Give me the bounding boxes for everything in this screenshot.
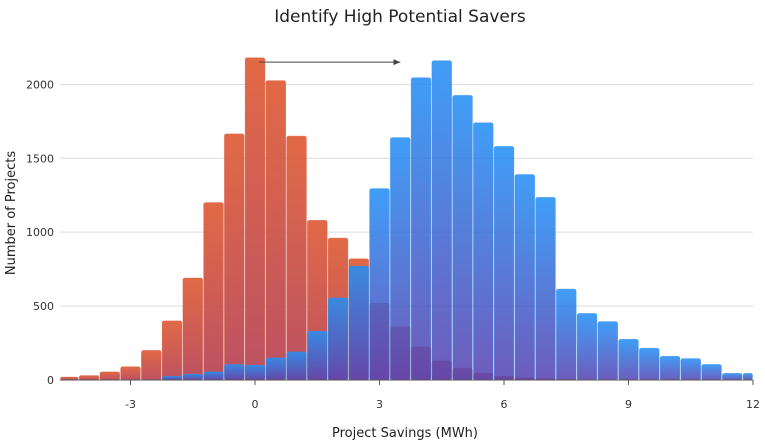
bar: [244, 364, 266, 381]
bar: [265, 80, 286, 381]
series-blue-bars: [161, 60, 753, 381]
bar: [618, 339, 639, 381]
y-tick-label: 1500: [26, 152, 54, 165]
bar: [224, 133, 245, 381]
chart-title: Identify High Potential Savers: [274, 7, 526, 27]
bar: [431, 60, 452, 381]
x-tick-label: 9: [625, 398, 632, 411]
x-tick-labels: -3 0 3 6 9 12: [125, 380, 760, 411]
y-tick-labels: 0 500 1000 1500 2000: [26, 78, 54, 387]
bar: [493, 146, 515, 381]
bar: [141, 350, 162, 381]
y-tick-label: 0: [47, 374, 54, 387]
bar: [576, 313, 598, 381]
bar: [99, 371, 120, 381]
x-tick-label: -3: [125, 398, 136, 411]
bar: [639, 347, 660, 381]
bar: [597, 321, 618, 381]
bar: [286, 135, 307, 381]
bar: [473, 122, 494, 381]
bar: [722, 373, 743, 381]
bar: [307, 330, 328, 381]
bar: [78, 375, 100, 381]
bar: [680, 358, 701, 381]
bar: [203, 202, 224, 381]
y-tick-label: 1000: [26, 226, 54, 239]
bar: [161, 320, 183, 381]
bar: [556, 288, 577, 381]
bar: [514, 174, 535, 381]
bar: [348, 265, 369, 381]
bar: [224, 364, 245, 381]
bar: [369, 188, 390, 381]
bar: [120, 366, 141, 381]
x-tick-label: 6: [501, 398, 508, 411]
x-tick-label: 3: [376, 398, 383, 411]
bar: [182, 373, 203, 381]
bar: [327, 297, 349, 381]
bar: [410, 77, 432, 381]
bar: [742, 373, 753, 381]
bar: [701, 364, 722, 381]
bar: [535, 197, 556, 381]
y-axis-label: Number of Projects: [4, 151, 19, 275]
bar: [286, 351, 307, 381]
bar: [161, 376, 183, 381]
x-tick-label: 0: [252, 398, 259, 411]
bar: [203, 371, 224, 381]
bar: [390, 137, 411, 381]
bar: [244, 57, 266, 381]
x-tick-label: 12: [746, 398, 760, 411]
bar: [659, 356, 681, 381]
bar: [265, 357, 286, 381]
bar: [182, 277, 203, 381]
bar: [452, 95, 473, 381]
y-tick-label: 2000: [26, 78, 54, 91]
y-tick-label: 500: [33, 300, 54, 313]
x-axis-label: Project Savings (MWh): [332, 426, 478, 441]
